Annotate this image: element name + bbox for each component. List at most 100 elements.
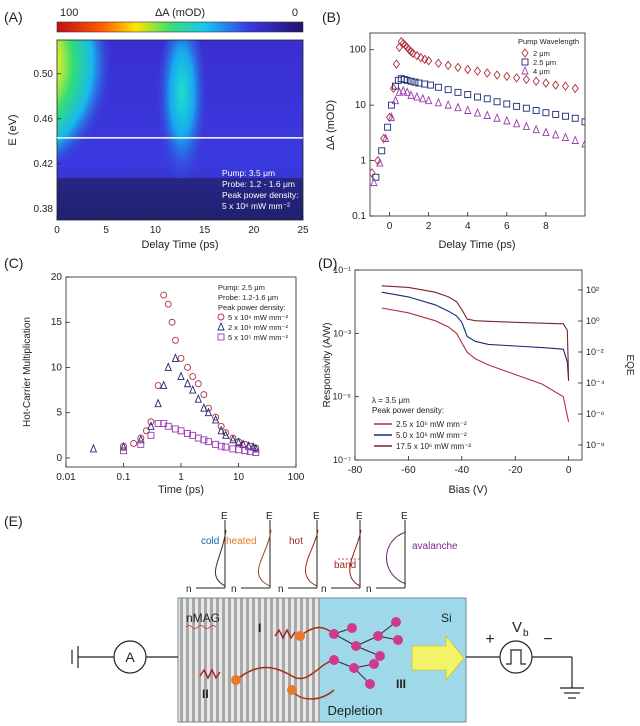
y-tick-label: 1 — [360, 156, 366, 167]
photon-wave-1 — [274, 628, 296, 640]
svg-text:n: n — [366, 584, 372, 595]
series-line — [381, 285, 570, 378]
data-point — [217, 425, 225, 435]
x-tick-label: 0 — [566, 465, 572, 476]
data-point — [89, 443, 98, 453]
y-tick-label: 5 — [56, 408, 62, 419]
heatmap-frame — [56, 39, 304, 221]
y-tick-label: 0.46 — [34, 114, 54, 125]
data-point — [229, 434, 237, 444]
heatmap-annotation: Pump: 3.5 μm — [222, 168, 275, 178]
data-point — [137, 440, 145, 448]
data-point — [381, 133, 390, 142]
si-label: Si — [441, 611, 452, 625]
panel-b-ylabel: ΔA (mOD) — [325, 100, 337, 150]
process-label-i: I — [258, 621, 261, 635]
y-tick-label: 20 — [51, 272, 63, 283]
data-point — [168, 318, 176, 326]
data-point — [189, 373, 197, 380]
x-tick-label: 0.01 — [56, 472, 76, 483]
x-tick-label: 5 — [103, 225, 109, 236]
data-point — [147, 431, 155, 439]
data-point — [194, 434, 202, 442]
data-point — [241, 447, 249, 455]
data-point — [532, 107, 540, 114]
data-point — [483, 95, 491, 103]
data-point — [411, 78, 419, 86]
panel-d: (D) -80 -60 -40 -20 0 10⁻⁷ 10⁻⁵ 10⁻³ 10⁻¹ 10² 10⁰ 1… — [318, 255, 635, 496]
data-point — [154, 398, 162, 408]
bias-minus: − — [543, 631, 552, 648]
colorbar-min-label: 100 — [60, 7, 78, 19]
panel-label-c: (C) — [4, 255, 23, 271]
data-point — [473, 66, 482, 76]
data-point — [171, 425, 179, 433]
data-point — [389, 83, 398, 94]
data-point — [581, 118, 585, 126]
right-tick-label: 10⁻⁸ — [586, 440, 605, 450]
data-point — [184, 430, 192, 437]
y-tick-label: 10⁻³ — [333, 328, 351, 338]
nmag-label-wave — [185, 625, 217, 629]
bias-subscript: b — [523, 628, 529, 639]
data-point — [419, 93, 427, 103]
data-point — [552, 80, 560, 90]
legend-title: Peak power density: — [372, 406, 444, 415]
data-point — [542, 109, 550, 117]
data-point — [444, 86, 452, 94]
heatmap-annotation: 5 x 10⁶ mW mm⁻² — [222, 201, 290, 211]
data-point — [421, 80, 429, 88]
data-point — [200, 436, 208, 444]
distribution-hot: E n hot — [278, 511, 320, 595]
legend-marker — [217, 313, 225, 321]
legend-title: Pump Wavelength — [518, 37, 579, 46]
data-point — [454, 102, 462, 112]
data-point — [164, 422, 172, 430]
x-tick-label: 10 — [150, 225, 162, 236]
data-point — [532, 124, 540, 134]
circuit — [71, 646, 584, 699]
panel-label-a: (A) — [4, 9, 23, 25]
y-tick-label: 0 — [56, 453, 62, 464]
panel-d-frame — [354, 269, 583, 461]
svg-text:E: E — [221, 511, 228, 522]
heatmap-noise-floor — [57, 178, 303, 220]
series-line — [381, 291, 570, 381]
pulse-icon — [506, 649, 526, 665]
data-point — [483, 110, 491, 119]
legend-label: 2.5 μm — [533, 58, 556, 67]
data-point — [244, 441, 253, 450]
data-point — [222, 429, 230, 437]
legend-marker — [217, 333, 225, 341]
device-outline — [177, 597, 467, 723]
svg-text:cold: cold — [201, 536, 219, 547]
svg-text:E: E — [266, 511, 273, 522]
legend-label: 2 x 10⁶ mW mm⁻² — [228, 323, 288, 332]
legend-label: 17.5 x 10⁶ mW mm⁻² — [396, 442, 471, 451]
data-point — [503, 71, 511, 82]
x-tick-label: 8 — [543, 221, 549, 232]
data-point — [370, 177, 378, 187]
data-point — [407, 77, 415, 85]
panel-d-xlabel: Bias (V) — [448, 484, 487, 496]
legend-label: 5 x 10⁵ mW mm⁻² — [228, 333, 288, 342]
data-point — [388, 101, 395, 109]
data-point — [372, 173, 380, 181]
legend-label: 2 μm — [533, 49, 550, 58]
data-point — [552, 110, 560, 118]
data-point — [222, 430, 230, 439]
svg-text:E: E — [313, 511, 320, 522]
data-point — [562, 112, 569, 120]
data-point — [399, 85, 407, 95]
svg-text:E: E — [401, 511, 408, 522]
data-point — [200, 391, 208, 399]
data-point — [392, 59, 400, 69]
data-point — [229, 445, 237, 453]
depletion-label: Depletion — [328, 703, 383, 718]
colorbar-title: ΔA (mOD) — [155, 7, 205, 19]
data-point — [454, 88, 462, 96]
data-point — [171, 353, 180, 362]
data-point — [137, 434, 145, 444]
